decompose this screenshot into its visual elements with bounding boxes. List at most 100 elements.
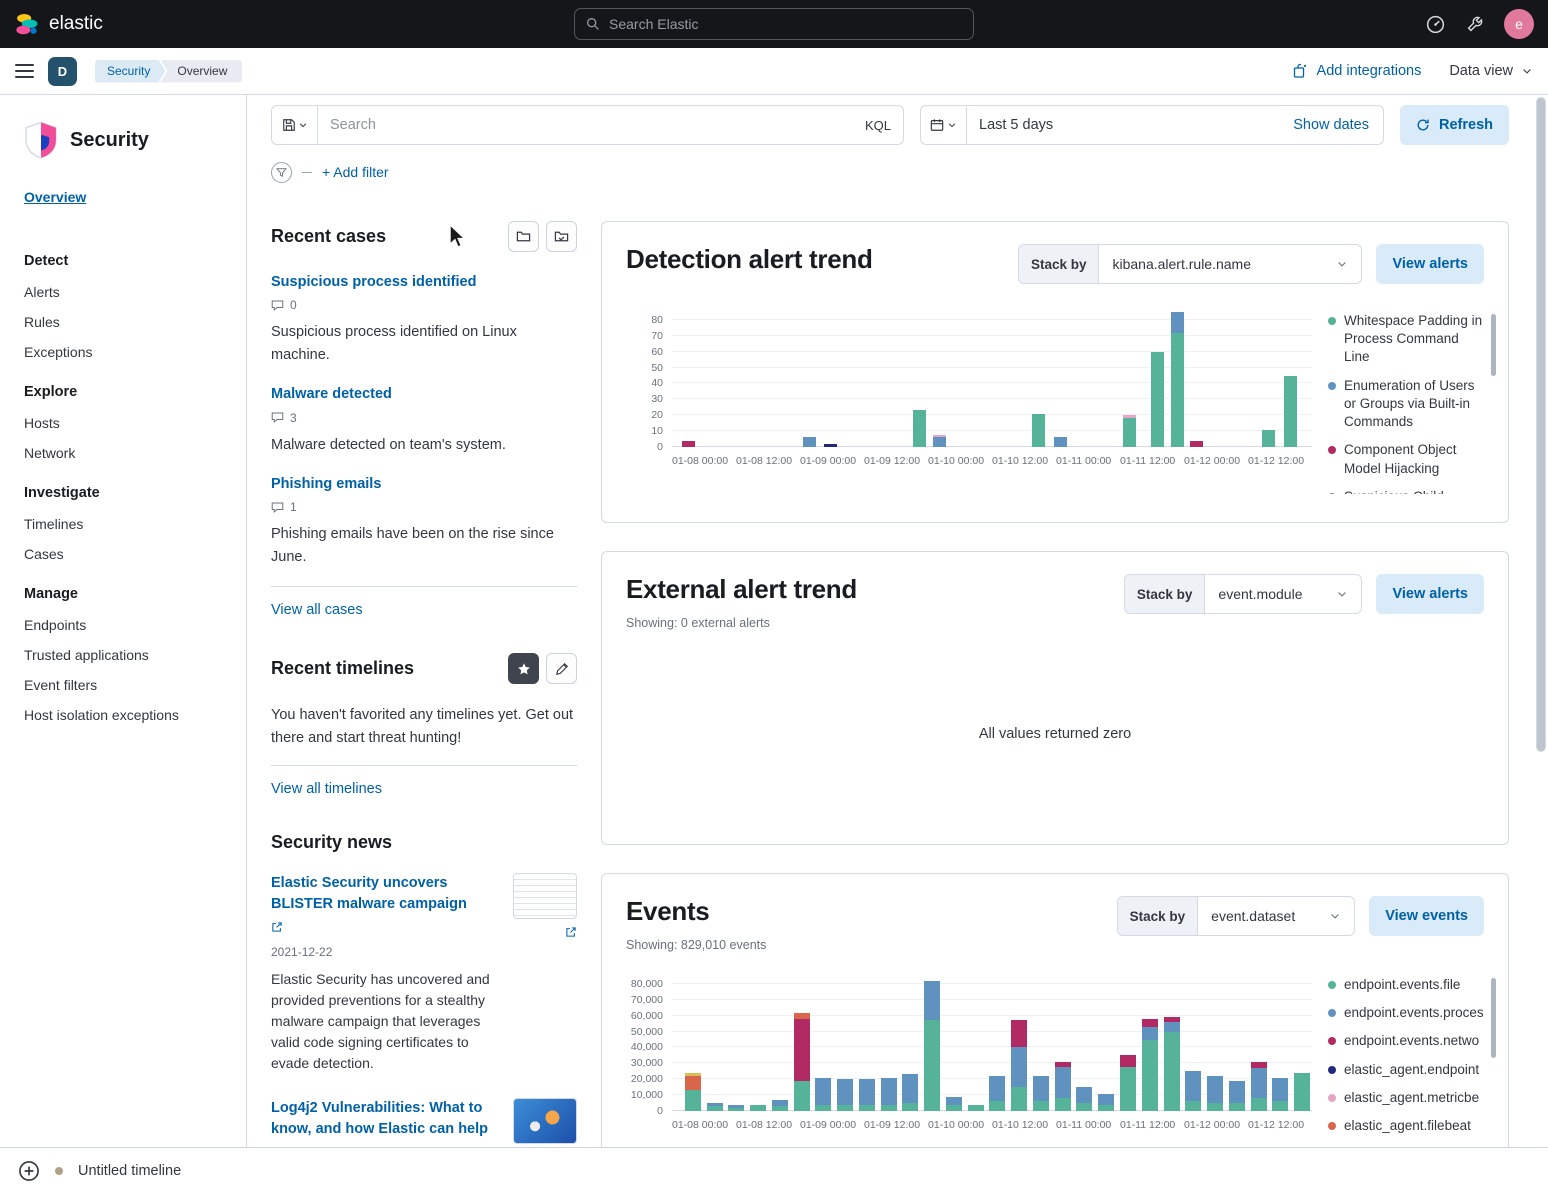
chart-bar[interactable] bbox=[823, 443, 837, 447]
chart-bar[interactable] bbox=[858, 1079, 875, 1111]
chart-bar[interactable] bbox=[750, 1105, 767, 1111]
chart-bar[interactable] bbox=[1163, 1017, 1180, 1111]
legend-item[interactable]: endpoint.events.netwo bbox=[1328, 1032, 1484, 1050]
data-view-selector[interactable]: Data view bbox=[1449, 63, 1533, 79]
saved-query-menu-button[interactable] bbox=[271, 105, 318, 145]
chart-bar[interactable] bbox=[1032, 1076, 1049, 1111]
legend-item[interactable]: Whitespace Padding in Process Command Li… bbox=[1328, 312, 1484, 367]
chart-bar[interactable] bbox=[728, 1104, 745, 1111]
untitled-timeline-link[interactable]: Untitled timeline bbox=[78, 1163, 182, 1179]
chart-bar[interactable] bbox=[924, 980, 941, 1111]
quick-select-calendar-button[interactable] bbox=[920, 105, 967, 145]
add-timeline-icon[interactable] bbox=[18, 1160, 40, 1182]
legend-item[interactable]: Component Object Model Hijacking bbox=[1328, 441, 1484, 477]
favorites-filter-button[interactable] bbox=[508, 653, 539, 685]
chart-bar[interactable] bbox=[1141, 1018, 1158, 1111]
chart-bar[interactable] bbox=[684, 1072, 701, 1111]
chart-bar[interactable] bbox=[913, 410, 927, 447]
legend-scrollbar[interactable] bbox=[1491, 314, 1496, 376]
chart-bar[interactable] bbox=[945, 1096, 962, 1111]
chart-bar[interactable] bbox=[1190, 440, 1204, 447]
legend-item[interactable]: Enumeration of Users or Groups via Built… bbox=[1328, 377, 1484, 432]
view-all-timelines-link[interactable]: View all timelines bbox=[271, 781, 382, 798]
recent-cases-settings-button[interactable] bbox=[546, 221, 577, 252]
elastic-home-link[interactable]: elastic bbox=[14, 12, 103, 37]
refresh-button[interactable]: Refresh bbox=[1400, 105, 1509, 145]
kql-search-input[interactable]: Search KQL bbox=[318, 105, 904, 145]
chart-bar[interactable] bbox=[1098, 1093, 1115, 1111]
chart-bar[interactable] bbox=[1250, 1061, 1267, 1111]
chart-bar[interactable] bbox=[902, 1074, 919, 1111]
chart-bar[interactable] bbox=[1011, 1020, 1028, 1111]
legend-scrollbar[interactable] bbox=[1491, 978, 1496, 1058]
news-thumbnail[interactable] bbox=[513, 1098, 577, 1145]
chart-bar[interactable] bbox=[1228, 1080, 1245, 1111]
view-alerts-button[interactable]: View alerts bbox=[1376, 244, 1484, 284]
legend-item[interactable]: endpoint.events.file bbox=[1328, 976, 1484, 994]
sidebar-item-network[interactable]: Network bbox=[24, 445, 76, 461]
legend-item[interactable]: endpoint.events.proces bbox=[1328, 1004, 1484, 1022]
events-stack-by-select[interactable]: event.dataset bbox=[1198, 897, 1354, 935]
sidebar-item-trusted-applications[interactable]: Trusted applications bbox=[24, 647, 149, 663]
legend-item[interactable]: elastic_agent.endpoint bbox=[1328, 1061, 1484, 1079]
news-title-link[interactable]: Log4j2 Vulnerabilities: What to know, an… bbox=[271, 1100, 489, 1138]
sidebar-item-timelines[interactable]: Timelines bbox=[24, 516, 84, 532]
sidebar-item-cases[interactable]: Cases bbox=[24, 546, 64, 562]
dev-tools-wrench-icon[interactable] bbox=[1465, 15, 1484, 34]
chart-bar[interactable] bbox=[1272, 1077, 1289, 1111]
legend-item[interactable]: elastic_agent.filebeat bbox=[1328, 1117, 1484, 1135]
chart-bar[interactable] bbox=[803, 437, 817, 447]
news-external-link[interactable] bbox=[271, 920, 499, 938]
news-thumbnail[interactable] bbox=[513, 873, 577, 920]
menu-hamburger-icon[interactable] bbox=[15, 64, 34, 78]
sidebar-item-hosts[interactable]: Hosts bbox=[24, 415, 60, 431]
case-link[interactable]: Malware detected bbox=[271, 386, 392, 403]
chart-bar[interactable] bbox=[837, 1079, 854, 1111]
chart-bar[interactable] bbox=[815, 1077, 832, 1111]
date-range-picker[interactable]: Last 5 days Show dates bbox=[967, 105, 1384, 145]
view-all-cases-link[interactable]: View all cases bbox=[271, 602, 363, 619]
chart-bar[interactable] bbox=[1207, 1076, 1224, 1111]
legend-item[interactable]: Suspicious Child Process bbox=[1328, 488, 1484, 494]
chart-bar[interactable] bbox=[771, 1099, 788, 1111]
chart-bar[interactable] bbox=[989, 1076, 1006, 1111]
chart-bar[interactable] bbox=[880, 1077, 897, 1111]
chart-bar[interactable] bbox=[1120, 1055, 1136, 1111]
sidebar-item-host-isolation-exceptions[interactable]: Host isolation exceptions bbox=[24, 707, 179, 723]
sidebar-item-endpoints[interactable]: Endpoints bbox=[24, 617, 87, 633]
chart-bar[interactable] bbox=[1151, 351, 1165, 447]
news-title-link[interactable]: Elastic Security uncovers BLISTER malwar… bbox=[271, 875, 467, 913]
chart-bar[interactable] bbox=[933, 435, 947, 447]
legend-item[interactable]: elastic_agent.metricbe bbox=[1328, 1089, 1484, 1107]
news-thumbnail-external-link[interactable] bbox=[565, 925, 577, 943]
chart-bar[interactable] bbox=[1185, 1071, 1202, 1111]
chart-bar[interactable] bbox=[1284, 375, 1298, 447]
chart-bar[interactable] bbox=[1054, 1061, 1071, 1111]
space-badge[interactable]: D bbox=[48, 56, 77, 86]
recent-cases-filter-button[interactable] bbox=[508, 221, 539, 252]
chart-bar[interactable] bbox=[1170, 312, 1184, 447]
add-filter-link[interactable]: + Add filter bbox=[322, 164, 389, 180]
chart-bar[interactable] bbox=[706, 1103, 723, 1111]
chart-bar[interactable] bbox=[1054, 437, 1068, 447]
chart-bar[interactable] bbox=[1123, 415, 1137, 447]
gauge-icon[interactable] bbox=[1426, 15, 1445, 34]
view-alerts-button[interactable]: View alerts bbox=[1376, 574, 1484, 614]
global-search-input[interactable]: Search Elastic bbox=[574, 8, 974, 40]
filter-menu-icon[interactable] bbox=[271, 161, 292, 183]
chart-bar[interactable] bbox=[681, 440, 695, 447]
view-events-button[interactable]: View events bbox=[1369, 896, 1484, 936]
sidebar-item-exceptions[interactable]: Exceptions bbox=[24, 344, 93, 360]
sidebar-item-overview[interactable]: Overview bbox=[24, 189, 87, 205]
case-link[interactable]: Phishing emails bbox=[271, 476, 382, 492]
user-avatar[interactable]: e bbox=[1504, 9, 1534, 39]
chart-bar[interactable] bbox=[1076, 1087, 1093, 1111]
sidebar-item-alerts[interactable]: Alerts bbox=[24, 284, 60, 300]
page-scrollbar-thumb[interactable] bbox=[1536, 97, 1546, 752]
show-dates-link[interactable]: Show dates bbox=[1293, 117, 1369, 133]
case-link[interactable]: Suspicious process identified bbox=[271, 274, 477, 290]
new-timeline-button[interactable] bbox=[546, 653, 577, 685]
chart-bar[interactable] bbox=[1294, 1072, 1311, 1111]
breadcrumb-security[interactable]: Security bbox=[95, 60, 165, 83]
chart-bar[interactable] bbox=[1032, 413, 1046, 447]
